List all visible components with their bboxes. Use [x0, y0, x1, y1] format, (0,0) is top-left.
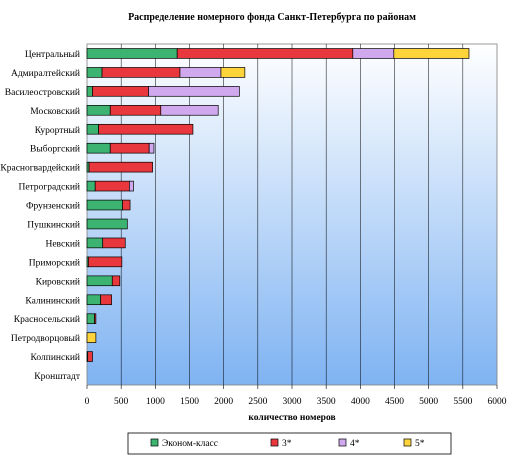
legend-label: 3*	[282, 439, 292, 449]
category-label: Курортный	[35, 125, 80, 136]
bar-segment	[102, 237, 126, 249]
legend-swatch	[403, 438, 412, 447]
bar-segment	[86, 237, 104, 249]
bar-segment	[393, 48, 470, 59]
bar-segment	[86, 86, 93, 97]
bar-segment	[86, 180, 96, 192]
x-tick-label: 5500	[453, 397, 472, 407]
legend-box	[127, 432, 452, 455]
bar-segment	[160, 105, 219, 116]
legend-label: 4*	[350, 439, 360, 449]
category-labels: Центральный Адмиралтейский Василеостровски…	[0, 49, 80, 382]
bar-segment	[122, 199, 131, 211]
bar-segment	[86, 123, 99, 135]
x-tick-label: 4000	[351, 397, 370, 407]
bar-segment	[92, 86, 149, 97]
bar-segment	[179, 67, 222, 78]
bar-segment	[352, 48, 395, 59]
bar-segment	[88, 256, 123, 268]
bar-segment	[109, 142, 150, 154]
x-tick-label: 4500	[385, 397, 404, 407]
gridlines	[120, 44, 464, 385]
x-tick-label: 5000	[419, 397, 438, 407]
x-tick-label: 6000	[488, 397, 507, 407]
category-label: Красногвардейский	[0, 163, 80, 174]
bar-segment	[86, 313, 95, 324]
category-label: Колпинский	[31, 352, 80, 363]
x-tick-label: 500	[114, 397, 129, 407]
bar-segment	[176, 48, 354, 59]
category-label: Красносельский	[14, 314, 80, 325]
bar-segment	[111, 275, 121, 287]
bar-segment	[220, 67, 246, 78]
x-tick-label: 3000	[283, 397, 302, 407]
category-label: Кировский	[36, 276, 80, 287]
bar-segment	[86, 294, 102, 306]
x-tick-label: 2000	[214, 397, 233, 407]
bar-segment	[94, 313, 97, 324]
legend-label: 5*	[415, 439, 425, 449]
bar-segment	[109, 105, 162, 116]
bar-segment	[87, 351, 93, 362]
bar-segment	[88, 161, 153, 173]
bar-segment	[129, 180, 134, 192]
category-label: Приморский	[29, 257, 80, 268]
bar-segment	[86, 218, 128, 230]
bar-segment	[86, 48, 178, 59]
x-tick-label: 1500	[180, 397, 199, 407]
legend: Эконом-класс 3* 4* 5*	[127, 432, 452, 455]
x-tick-label: 0	[85, 397, 90, 407]
category-label: Кронштадт	[34, 372, 81, 382]
legend-label: Эконом-класс	[162, 439, 218, 449]
category-label: Калининский	[25, 295, 80, 306]
bar-segment	[98, 123, 194, 135]
x-tick-label: 3500	[317, 397, 336, 407]
bar-segment	[86, 199, 123, 211]
chart-title: Распределение номерного фонда Санкт-Пете…	[128, 12, 416, 23]
bar-segment	[86, 105, 111, 116]
x-tick-labels: 0 500 1000 1500 2000 2500 3000 3500 4000 4500 5000…	[85, 385, 507, 407]
x-tick-label: 2500	[248, 397, 267, 407]
bar-segment	[86, 275, 113, 287]
bar-segment	[86, 332, 97, 343]
x-axis-title: количество номеров	[248, 413, 335, 423]
category-label: Московский	[30, 106, 80, 117]
category-label: Выборгский	[30, 144, 80, 155]
category-label: Василеостровский	[5, 87, 80, 98]
category-label: Центральный	[25, 49, 80, 60]
bar-segment	[86, 67, 103, 78]
bar-segment	[148, 142, 155, 154]
x-tick-label: 1000	[146, 397, 165, 407]
bar-segment	[148, 86, 240, 97]
category-label: Петродворцовый	[11, 333, 80, 344]
category-label: Петроградский	[18, 182, 80, 193]
bar-segment	[86, 142, 111, 154]
category-label: Невский	[45, 238, 80, 249]
bar-segment	[101, 67, 181, 78]
category-label: Адмиралтейский	[11, 68, 80, 79]
bars	[86, 48, 470, 362]
bar-segment	[100, 294, 112, 306]
category-label: Пушкинский	[27, 219, 80, 230]
legend-swatch	[270, 438, 279, 447]
legend-swatch	[150, 438, 159, 447]
bar-segment	[94, 180, 130, 192]
legend-swatch	[338, 438, 347, 447]
category-label: Фрунзенский	[26, 201, 80, 212]
